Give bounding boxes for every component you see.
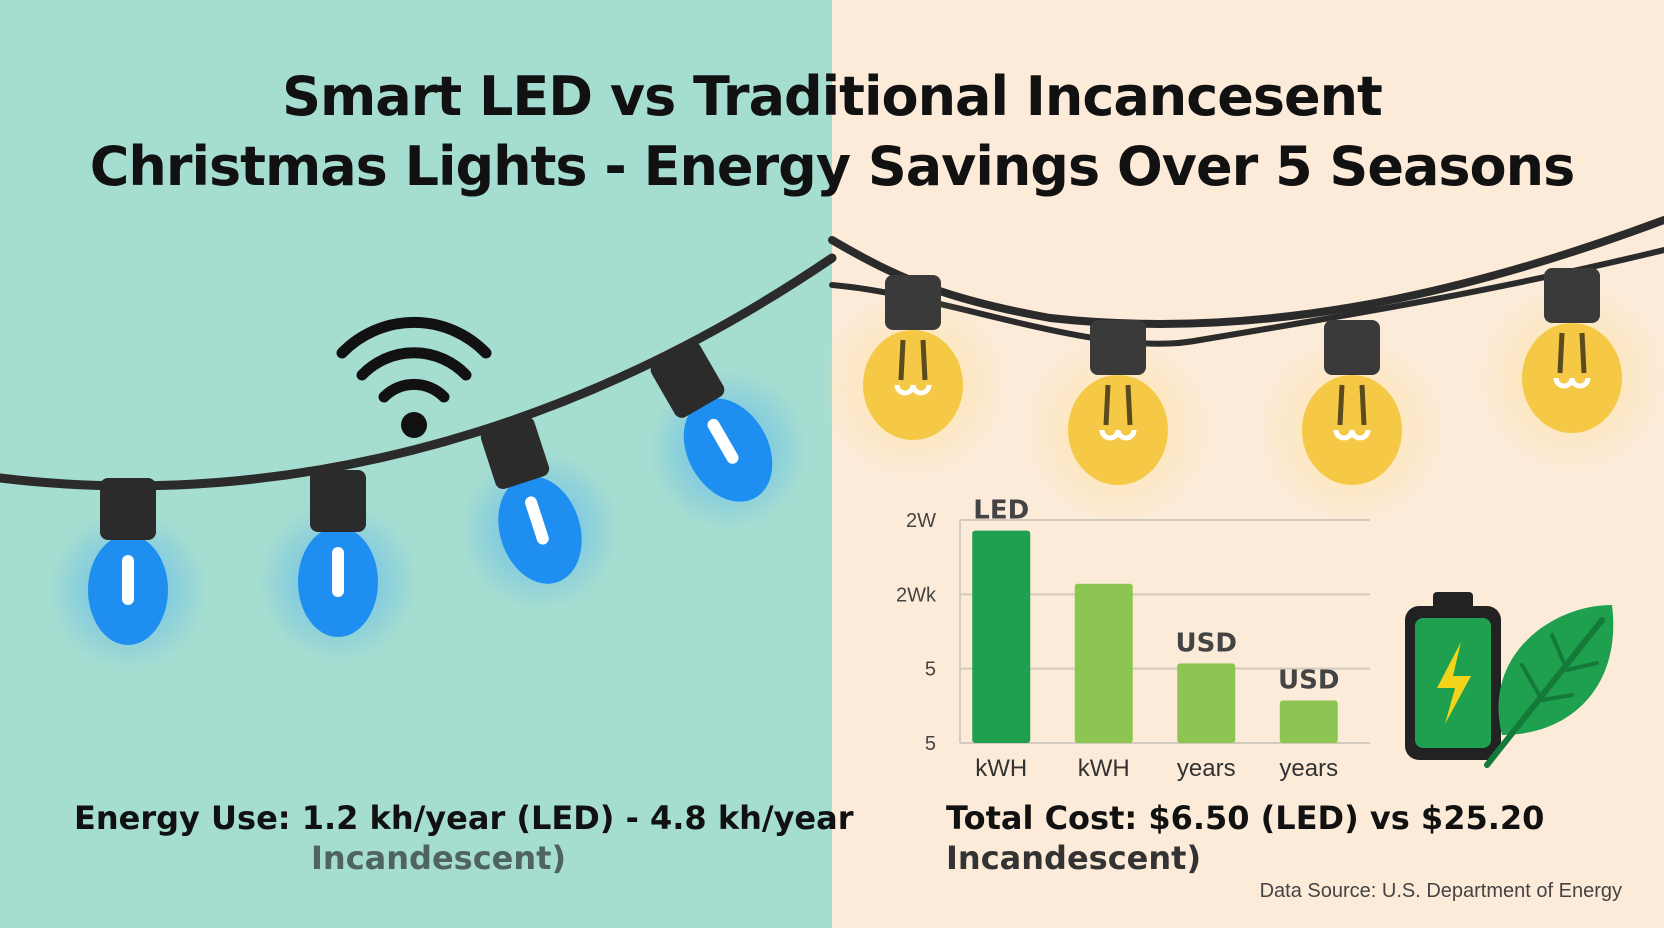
chart-bar: [972, 530, 1031, 743]
wifi-icon: [336, 316, 492, 438]
incandescent-bulb-icon: [818, 275, 1008, 480]
leaf-icon: [1484, 605, 1614, 768]
y-tick-label: 2W: [906, 510, 936, 532]
y-tick-label: 2Wk: [896, 584, 937, 606]
total-cost-caption: Total Cost: $6.50 (LED) vs $25.20 Incand…: [946, 798, 1544, 878]
led-bulb-icon: [258, 470, 418, 662]
bar-value-label: USD: [1278, 666, 1339, 696]
data-source: Data Source: U.S. Department of Energy: [1259, 880, 1622, 902]
total-cost-text: Total Cost: $6.50 (LED) vs $25.20: [946, 799, 1545, 837]
bar-chart: 2W 2Wk 5 5 kWH kWH years years LED USD USD: [896, 496, 1370, 782]
incandescent-bulb-icon: [1477, 268, 1664, 473]
title-line-1: Smart LED vs Traditional Incancesent: [282, 65, 1383, 128]
x-category-label: kWH: [1078, 755, 1130, 782]
energy-use-text: Energy Use: 1.2 kh/year (LED) - 4.8 kh/y…: [74, 799, 854, 837]
chart-bar: [1074, 583, 1133, 743]
battery-icon: [1405, 592, 1501, 760]
led-bulb-icon: [48, 478, 208, 670]
page-title: Smart LED vs Traditional Incancesent Chr…: [0, 62, 1664, 202]
x-category-label: years: [1279, 755, 1338, 782]
bar-value-label: LED: [973, 496, 1029, 526]
right-panel-background: [832, 0, 1664, 928]
title-line-2: Christmas Lights - Energy Savings Over 5…: [89, 135, 1575, 198]
y-tick-label: 5: [925, 733, 936, 755]
chart-y-ticks: 2W 2Wk 5 5: [896, 510, 937, 755]
chart-bars: [972, 530, 1338, 743]
led-light-string: [0, 253, 837, 670]
x-category-label: years: [1177, 755, 1236, 782]
x-category-label: kWH: [975, 755, 1027, 782]
incandescent-bulb-icon: [1023, 320, 1213, 525]
chart-bar-labels: LED USD USD: [973, 496, 1339, 696]
bar-value-label: USD: [1176, 628, 1237, 658]
led-bulb-icon: [460, 416, 620, 610]
energy-use-subtext: Incandescent): [311, 839, 567, 877]
chart-bar: [1177, 663, 1236, 743]
incandescent-bulb-icon: [1257, 320, 1447, 525]
y-tick-label: 5: [925, 659, 936, 681]
chart-categories: kWH kWH years years: [975, 755, 1338, 782]
total-cost-subtext: Incandescent): [946, 839, 1202, 877]
incandescent-light-string: [818, 216, 1664, 525]
chart-bar: [1279, 700, 1338, 743]
led-bulb-icon: [648, 341, 808, 530]
energy-use-caption: Energy Use: 1.2 kh/year (LED) - 4.8 kh/y…: [74, 798, 854, 878]
